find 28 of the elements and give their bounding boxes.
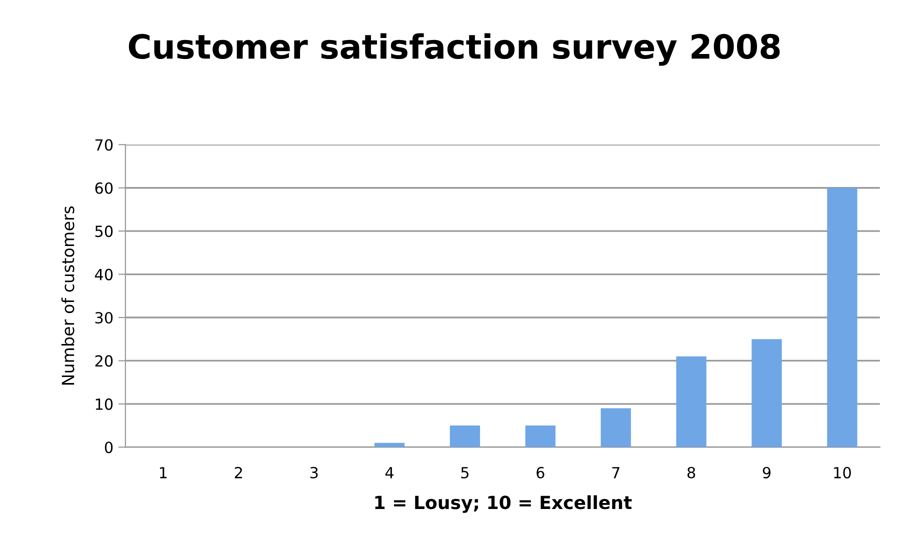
- x-tick-label: 8: [687, 466, 696, 478]
- x-tick-label: 6: [536, 466, 544, 478]
- bar: [676, 356, 706, 448]
- x-tick-label: 2: [234, 466, 242, 478]
- bar: [827, 188, 858, 448]
- y-tick-label: 60: [95, 182, 113, 194]
- x-tick-label: 7: [612, 467, 620, 478]
- x-tick-label: 1: [160, 467, 167, 478]
- x-tick-label: 3: [310, 466, 318, 478]
- bar: [752, 339, 782, 448]
- y-tick-label: 40: [94, 268, 113, 280]
- x-axis-title: 1 = Lousy; 10 = Excellent: [375, 495, 632, 513]
- y-tick-label: 50: [95, 226, 113, 238]
- x-tick-label: 10: [834, 466, 851, 478]
- y-tick-label: 20: [95, 355, 113, 367]
- y-tick-label: 30: [95, 312, 113, 324]
- y-axis-title: Number of customers: [61, 206, 74, 385]
- y-tick-label: 70: [95, 139, 113, 151]
- bar: [450, 426, 480, 448]
- bar: [374, 442, 405, 448]
- bar: [525, 426, 556, 448]
- y-tick-label: 10: [96, 398, 113, 410]
- x-tick-label: 9: [762, 466, 771, 478]
- bar: [600, 408, 631, 448]
- x-tick-label: 5: [461, 467, 468, 478]
- x-tick-label: 4: [385, 467, 394, 478]
- chart-title: Customer satisfaction survey 2008: [128, 33, 780, 66]
- y-tick-label: 0: [104, 442, 113, 454]
